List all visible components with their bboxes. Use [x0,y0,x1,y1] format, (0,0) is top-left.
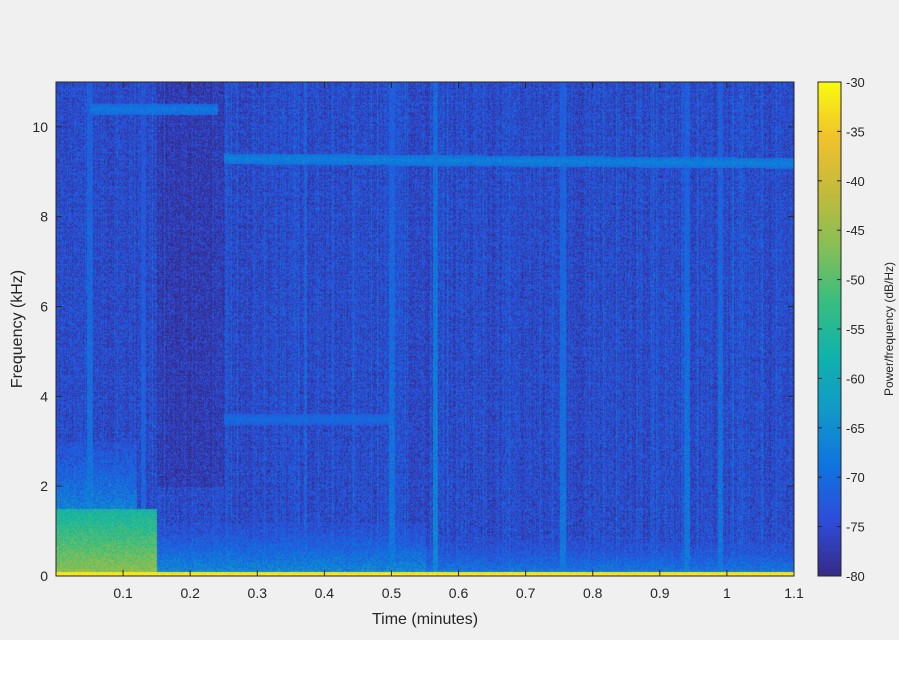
y-axis-ticks: 0 2 4 6 8 10 [32,119,794,584]
colorbar-tick-label: -75 [846,520,865,535]
colorbar-tick-label: -60 [846,371,865,386]
y-tick-label: 4 [40,388,48,404]
x-tick-label: 0.9 [650,585,670,601]
colorbar-ticks: -30 -35 -40 -45 -50 -55 -60 -65 -70 -75 -80 [818,75,865,584]
spectrogram-canvas-holder [56,82,794,576]
y-tick-label: 6 [40,299,48,315]
x-axis-ticks: 0.1 0.2 0.3 0.4 0.5 0.6 0.7 0.8 0.9 1 1.1 [113,82,804,601]
x-axis-label: Time (minutes) [372,611,478,628]
colorbar-tick-label: -70 [846,470,865,485]
colorbar-tick-label: -35 [846,124,865,139]
x-tick-label: 0.1 [113,585,133,601]
y-tick-label: 0 [40,568,48,584]
colorbar-tick-label: -50 [846,273,865,288]
colorbar-tick-label: -80 [846,569,865,584]
colorbar-tick-label: -45 [846,223,865,238]
colorbar-tick-label: -40 [846,174,865,189]
x-tick-label: 0.8 [583,585,603,601]
x-tick-label: 1 [723,585,731,601]
y-tick-label: 10 [32,119,48,135]
x-tick-label: 0.2 [180,585,200,601]
colorbar-label: Power/frequency (dB/Hz) [882,262,896,396]
y-tick-label: 2 [40,478,48,494]
x-tick-label: 0.3 [248,585,268,601]
colorbar-tick-label: -30 [846,75,865,90]
y-axis-label: Frequency (kHz) [9,270,26,388]
y-tick-label: 8 [40,209,48,225]
x-tick-label: 0.5 [382,585,402,601]
x-tick-label: 0.6 [449,585,469,601]
colorbar-tick-label: -55 [846,322,865,337]
plot-frame [55,81,795,577]
page-bottom-band [0,640,899,674]
x-tick-label: 1.1 [784,585,804,601]
x-tick-label: 0.4 [315,585,335,601]
colorbar-tick-label: -65 [846,421,865,436]
spectrogram-image [56,82,794,576]
x-tick-label: 0.7 [516,585,536,601]
